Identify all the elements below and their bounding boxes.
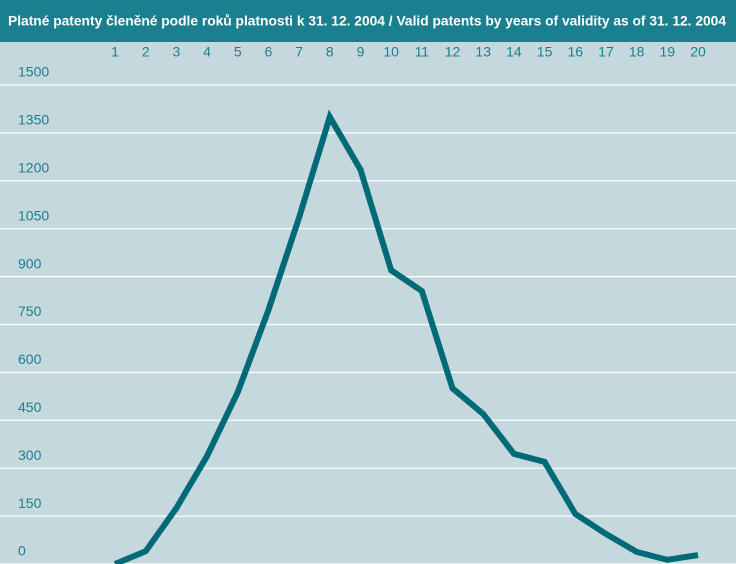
chart-title: Platné patenty členěné podle roků platno… (8, 14, 726, 29)
y-tick-label: 1350 (18, 112, 49, 128)
y-tick-label: 600 (18, 351, 42, 367)
y-tick-label: 1050 (18, 207, 49, 223)
x-tick-label: 8 (326, 44, 334, 60)
x-tick-label: 10 (383, 44, 399, 60)
y-tick-label: 450 (18, 399, 42, 415)
x-tick-label: 13 (475, 44, 491, 60)
x-tick-label: 4 (203, 44, 211, 60)
x-tick-label: 14 (506, 44, 522, 60)
x-tick-label: 2 (142, 44, 150, 60)
y-tick-label: 750 (18, 303, 42, 319)
y-tick-label: 150 (18, 495, 42, 511)
y-tick-label: 900 (18, 255, 42, 271)
title-bar (0, 0, 736, 42)
x-tick-label: 20 (690, 44, 706, 60)
x-tick-label: 19 (660, 44, 676, 60)
x-tick-label: 18 (629, 44, 645, 60)
x-tick-label: 6 (265, 44, 273, 60)
y-tick-label: 0 (18, 543, 26, 559)
x-tick-label: 15 (537, 44, 553, 60)
y-tick-label: 1500 (18, 64, 49, 80)
x-tick-label: 3 (172, 44, 180, 60)
x-tick-label: 7 (295, 44, 303, 60)
x-tick-label: 11 (415, 44, 430, 60)
x-tick-label: 17 (598, 44, 614, 60)
line-series (113, 109, 699, 564)
x-tick-label: 9 (357, 44, 365, 60)
x-tick-label: 12 (445, 44, 461, 60)
x-tick-label: 5 (234, 44, 242, 60)
x-tick-label: 16 (567, 44, 583, 60)
y-tick-label: 300 (18, 447, 42, 463)
x-tick-label: 1 (111, 44, 119, 60)
y-tick-label: 1200 (18, 160, 49, 176)
